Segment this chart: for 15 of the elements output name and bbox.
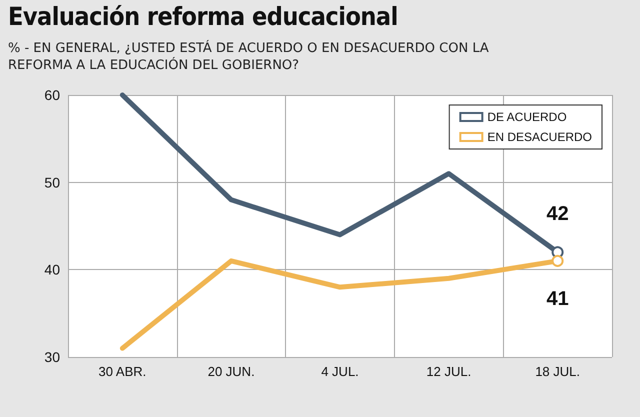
x-tick-label: 20 JUN.: [208, 364, 255, 379]
y-tick-label: 60: [44, 87, 60, 103]
y-tick-label: 50: [44, 174, 60, 190]
y-tick-label: 40: [44, 262, 60, 278]
y-tick-label: 30: [44, 349, 60, 365]
x-tick-label: 18 JUL.: [535, 364, 580, 379]
legend-label: EN DESACUERDO: [487, 130, 592, 144]
x-tick-label: 30 ABR.: [98, 364, 146, 379]
chart-title: Evaluación reforma educacional: [8, 2, 398, 31]
x-tick-label: 12 JUL.: [426, 364, 472, 379]
legend-label: DE ACUERDO: [487, 110, 567, 124]
x-tick-label: 4 JUL.: [321, 364, 359, 379]
chart-subtitle: % - EN GENERAL, ¿USTED ESTÁ DE ACUERDO O EN DESACUERDO CON LA REFORMA A LA EDUCACIÓN DEL GOBIERNO?: [8, 40, 490, 74]
data-label: 41: [546, 288, 569, 310]
data-label: 42: [546, 203, 569, 226]
